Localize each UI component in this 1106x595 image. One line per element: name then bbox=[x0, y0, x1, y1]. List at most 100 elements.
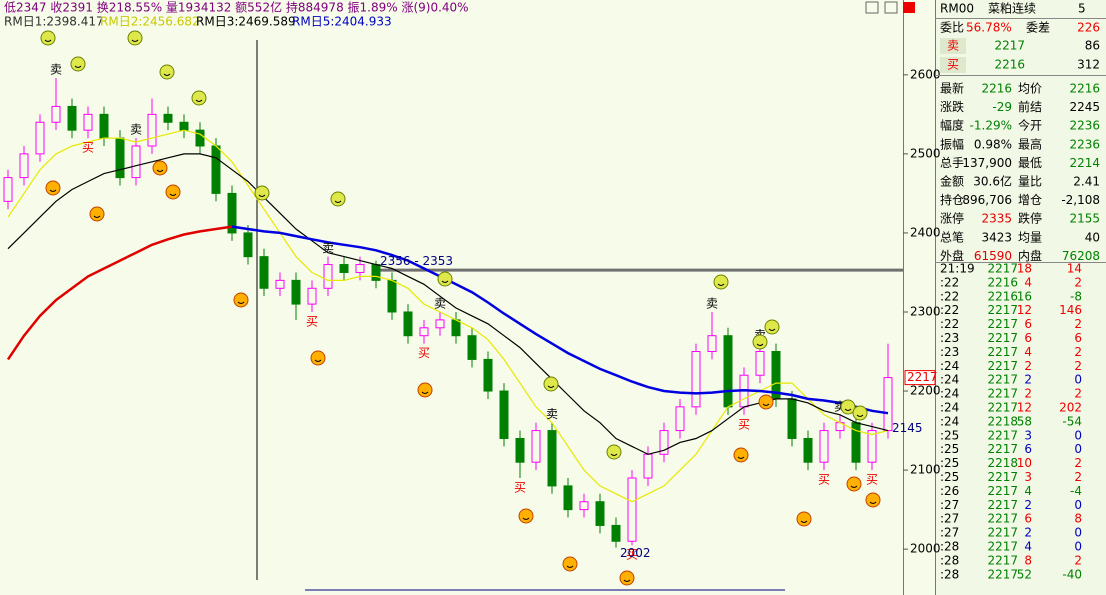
smiley-icon bbox=[764, 319, 780, 335]
tick-time: :22 bbox=[940, 275, 959, 289]
last-price-box bbox=[904, 370, 936, 386]
tick-volume: 6 bbox=[1024, 331, 1032, 345]
tick-change: 0 bbox=[1074, 428, 1082, 442]
tick-volume: 6 bbox=[1024, 512, 1032, 526]
tick-change: 2 bbox=[1074, 387, 1082, 401]
smiley-mouth bbox=[522, 517, 530, 520]
signal: 买 bbox=[866, 473, 878, 487]
smiley-mouth bbox=[768, 328, 776, 331]
order-label-bg bbox=[940, 57, 966, 73]
candle-body bbox=[243, 232, 253, 258]
signal: 买 bbox=[738, 417, 750, 431]
tick-change: 0 bbox=[1074, 498, 1082, 512]
tick-change: 2 bbox=[1074, 470, 1082, 484]
signal: 买 bbox=[626, 548, 638, 562]
tick-time: :28 bbox=[940, 540, 959, 554]
tick-volume: 12 bbox=[1017, 401, 1032, 415]
tick-volume: 12 bbox=[1017, 303, 1032, 317]
smiley-mouth bbox=[237, 301, 245, 304]
stat-label: 内盘 bbox=[1018, 248, 1042, 263]
ma-line bbox=[7, 129, 889, 503]
smiley-icon bbox=[40, 30, 56, 46]
smiley-mouth bbox=[258, 194, 266, 197]
tick-price: 2217 bbox=[987, 303, 1018, 317]
smiley-icon bbox=[758, 394, 774, 410]
stat-value: 61590 bbox=[974, 249, 1012, 263]
signal: 买 bbox=[514, 481, 526, 495]
tick-time: :27 bbox=[940, 498, 959, 512]
smiley-icon bbox=[310, 350, 326, 366]
annotation: 2002 bbox=[620, 546, 651, 560]
smiley-icon bbox=[562, 556, 578, 572]
stat-label: 均价 bbox=[1018, 82, 1042, 96]
label: 委比 bbox=[940, 21, 964, 35]
smiley-mouth bbox=[169, 193, 177, 196]
smiley-icon bbox=[865, 492, 881, 508]
signal: 卖 bbox=[546, 407, 558, 421]
smiley-icon bbox=[840, 399, 856, 415]
stat-label: 增仓 bbox=[1018, 193, 1042, 207]
stat-label: 涨跌 bbox=[940, 99, 964, 114]
y-tick-label: 2100 bbox=[910, 463, 941, 477]
tick-price: 2217 bbox=[987, 428, 1018, 442]
stat-value: 2155 bbox=[1069, 212, 1100, 226]
ma-line bbox=[6, 225, 233, 361]
ma-label: RM日1:2398.417 bbox=[4, 15, 104, 29]
smiley-icon bbox=[752, 334, 768, 350]
candle-body bbox=[211, 145, 221, 194]
tick-time: :25 bbox=[940, 470, 959, 484]
tick-price: 2217 bbox=[987, 498, 1018, 512]
candle-body bbox=[643, 453, 653, 479]
tick-price: 2217 bbox=[987, 442, 1018, 456]
tick-time: :27 bbox=[940, 526, 959, 540]
candle-body bbox=[259, 256, 269, 289]
tick-change: 2 bbox=[1074, 345, 1082, 359]
tick-time: :22 bbox=[940, 317, 959, 331]
candle-body bbox=[339, 264, 349, 273]
button[interactable] bbox=[865, 1, 879, 14]
smiley-icon bbox=[233, 292, 249, 308]
close-button[interactable] bbox=[903, 2, 915, 13]
tick-time: :22 bbox=[940, 289, 959, 303]
tick-time: :28 bbox=[940, 567, 959, 581]
stat-label: 前结 bbox=[1018, 99, 1042, 114]
button[interactable] bbox=[884, 1, 898, 14]
tick-time: :25 bbox=[940, 442, 959, 456]
stat-value: -29 bbox=[992, 100, 1012, 114]
candle-body bbox=[387, 279, 397, 313]
y-tick-label: 2400 bbox=[910, 225, 941, 239]
order-price: 2217 bbox=[994, 39, 1025, 53]
tick-change: 2 bbox=[1074, 317, 1082, 331]
candle-body bbox=[291, 279, 301, 305]
window-buttons[interactable] bbox=[865, 1, 915, 14]
stat-label: 跌停 bbox=[1018, 211, 1042, 226]
candle-body bbox=[707, 335, 717, 353]
smiley-mouth bbox=[566, 565, 574, 568]
smiley-icon bbox=[518, 508, 534, 524]
tick-volume: 18 bbox=[1017, 262, 1032, 276]
stat-label: 量比 bbox=[1018, 175, 1042, 189]
smiley-mouth bbox=[74, 65, 82, 68]
stat-value: 896,706 bbox=[962, 193, 1012, 207]
candle-body bbox=[307, 287, 317, 305]
tick-volume: 16 bbox=[1017, 289, 1032, 303]
smiley-icon bbox=[45, 180, 61, 196]
candle-body bbox=[19, 153, 29, 179]
candle-body bbox=[163, 113, 173, 123]
tick-volume: 2 bbox=[1024, 359, 1032, 373]
tick-price: 2217 bbox=[987, 331, 1018, 345]
y-tick-label: 2000 bbox=[910, 542, 941, 556]
tick-change: 202 bbox=[1059, 401, 1082, 415]
candle-body bbox=[195, 129, 205, 147]
candle-body bbox=[611, 524, 621, 542]
smiley-icon bbox=[127, 30, 143, 46]
order-label: 买 bbox=[947, 58, 959, 72]
tick-time: :23 bbox=[940, 345, 959, 359]
candle-body bbox=[227, 192, 237, 234]
smiley-icon bbox=[254, 185, 270, 201]
candle-body bbox=[323, 264, 333, 289]
tick-time: :24 bbox=[940, 387, 959, 401]
tick-change: 0 bbox=[1074, 373, 1082, 387]
